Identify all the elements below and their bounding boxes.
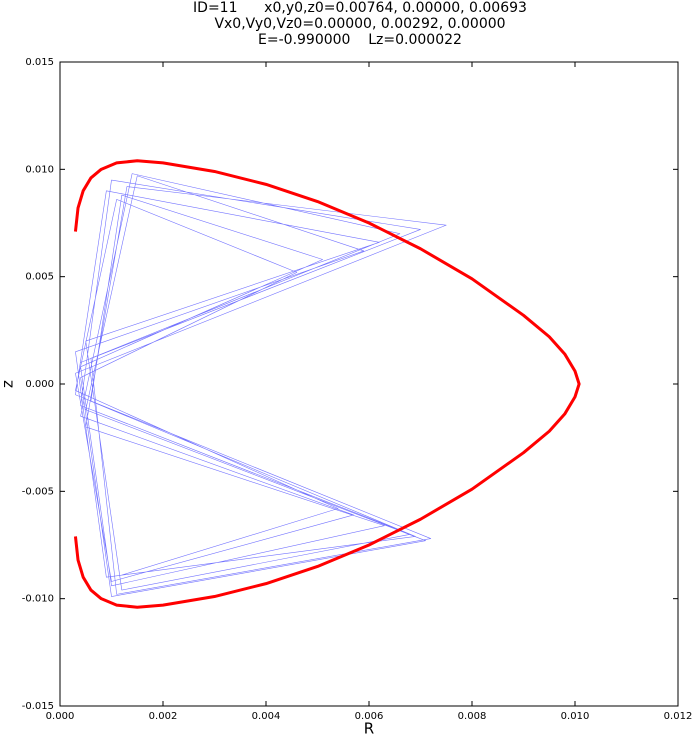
y-tick-label: 0.010	[25, 164, 54, 175]
orbit-line	[75, 173, 447, 597]
orbit-line	[73, 159, 581, 609]
x-tick-label: 0.008	[458, 711, 487, 722]
y-tick-label: 0.015	[25, 57, 54, 68]
title-line: E=-0.990000 Lz=0.000022	[258, 32, 462, 48]
y-tick-label: -0.015	[22, 701, 54, 712]
plot-frame	[59, 61, 679, 707]
x-tick-label: 0.000	[46, 711, 75, 722]
x-tick-label: 0.004	[252, 711, 281, 722]
title-line: Vx0,Vy0,Vz0=0.00000, 0.00292, 0.00000	[214, 16, 505, 32]
title-line: ID=11 x0,y0,z0=0.00764, 0.00000, 0.00693	[193, 0, 527, 16]
x-tick-label: 0.002	[149, 711, 178, 722]
x-tick-label: 0.012	[664, 711, 692, 722]
y-tick-label: 0.000	[25, 379, 54, 390]
y-tick-label: -0.010	[22, 594, 54, 605]
y-axis-label: z	[0, 380, 17, 388]
y-tick-label: -0.005	[22, 486, 54, 497]
y-tick-label: 0.005	[25, 272, 54, 283]
x-axis-label: R	[364, 720, 374, 736]
x-tick-label: 0.010	[561, 711, 590, 722]
x-tick-label: 0.006	[355, 711, 384, 722]
